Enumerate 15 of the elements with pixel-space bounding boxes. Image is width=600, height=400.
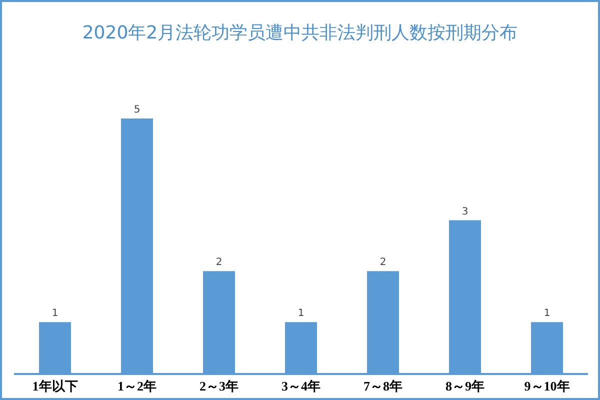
data-label: 2	[216, 257, 222, 268]
x-tick-label: 1～2年	[118, 378, 156, 394]
x-tick-label: 9～10年	[524, 378, 570, 394]
x-tick-label: 7～8年	[364, 378, 402, 394]
chart-title: 2020年2月法轮功学员遭中共非法判刑人数按刑期分布	[82, 22, 518, 44]
data-label: 1	[52, 308, 58, 320]
data-label: 3	[462, 206, 468, 218]
x-tick-label: 2～3年	[200, 378, 238, 394]
data-label: 1	[298, 308, 304, 320]
x-tick-label: 1年以下	[32, 378, 78, 394]
data-label: 5	[134, 104, 140, 116]
data-label: 2	[380, 257, 386, 268]
data-label: 1	[544, 308, 550, 320]
x-tick-label: 8～9年	[446, 378, 484, 394]
x-tick-label: 3～4年	[282, 378, 320, 394]
